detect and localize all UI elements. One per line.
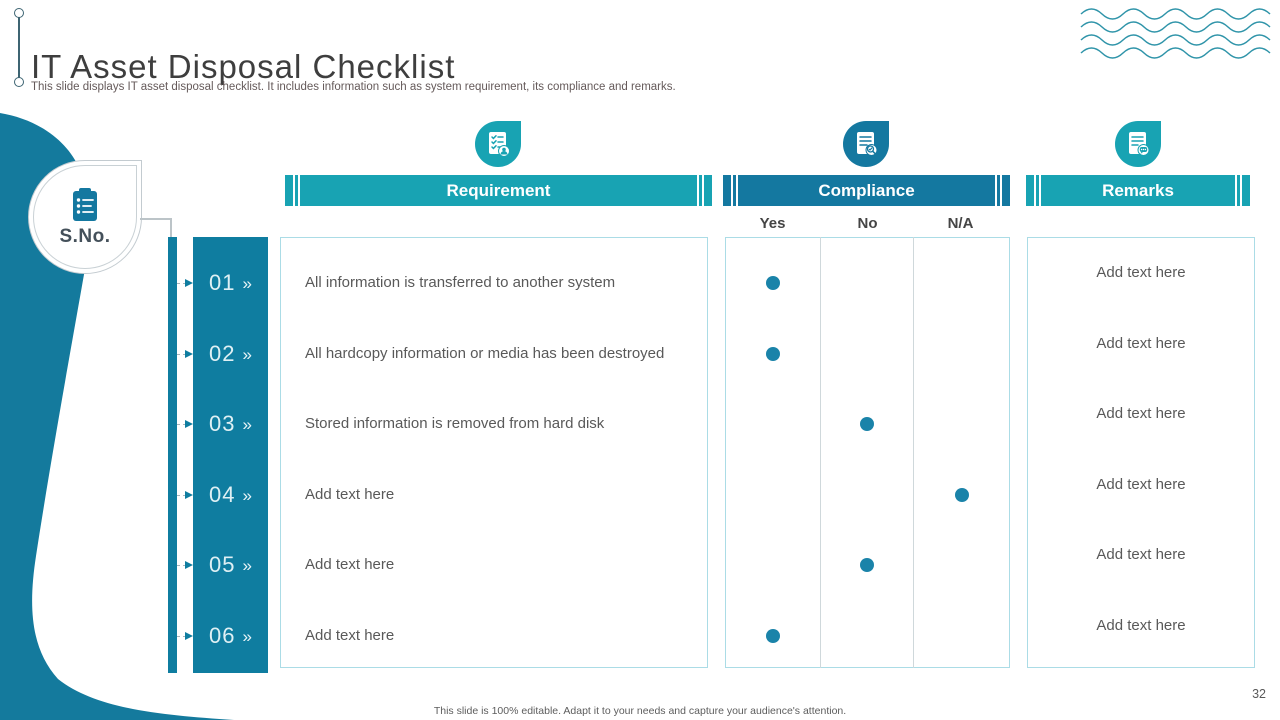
row-number-label: 05 — [209, 552, 236, 577]
row-number: 05 » — [193, 530, 268, 601]
compliance-dot-yes — [765, 276, 780, 290]
remarks-header-label: Remarks — [1102, 180, 1174, 200]
remarks-cell[interactable]: Add text here — [1096, 475, 1186, 493]
compliance-option-na: N/A — [947, 215, 974, 232]
accent-dot-top — [14, 8, 24, 18]
remarks-box — [1027, 237, 1255, 668]
remarks-header-icon-badge — [1115, 121, 1161, 167]
row-arrow-icon — [177, 420, 193, 429]
row-number-label: 06 — [209, 622, 236, 648]
clipboard-checklist-icon — [73, 187, 97, 221]
compliance-dot-no — [859, 558, 874, 572]
requirement-column-header: Requirement — [285, 175, 712, 206]
number-column-side-bar — [168, 237, 177, 673]
remarks-cell[interactable]: Add text here — [1096, 334, 1186, 352]
row-number-label: 03 — [209, 411, 236, 436]
double-chevron-icon: » — [242, 274, 252, 293]
row-arrow-icon — [177, 490, 193, 500]
row-arrow-icon — [177, 349, 193, 359]
wave-lines-icon — [1080, 8, 1271, 59]
double-chevron-icon: » — [242, 344, 252, 364]
accent-dot-bottom — [14, 77, 24, 87]
sno-label: S.No. — [59, 225, 111, 247]
requirement-header-icon-badge — [475, 121, 521, 167]
row-arrow-icon — [177, 279, 193, 288]
connector-line-horizontal — [140, 218, 171, 220]
compliance-column-header: Compliance — [723, 175, 1010, 206]
sno-badge: S.No. — [28, 160, 142, 274]
row-number-label: 01 — [209, 270, 236, 295]
requirement-cell: All information is transferred to anothe… — [305, 274, 616, 291]
double-chevron-icon: » — [242, 485, 252, 505]
row-number-label: 02 — [209, 340, 236, 366]
page-number: 32 — [1252, 687, 1266, 701]
requirement-cell: All hardcopy information or media has be… — [305, 344, 665, 362]
remarks-cell[interactable]: Add text here — [1096, 264, 1186, 281]
compliance-column-divider — [913, 237, 914, 668]
compliance-header-icon-badge — [843, 121, 889, 167]
document-speech-bubble-icon — [1128, 132, 1149, 156]
compliance-box — [725, 237, 1010, 668]
row-number-label: 04 — [209, 481, 236, 507]
number-column-block — [193, 237, 268, 673]
connector-line-vertical — [170, 218, 172, 238]
compliance-column-divider — [820, 237, 821, 668]
compliance-dot-yes — [765, 628, 780, 643]
row-arrow-icon — [177, 561, 193, 570]
double-chevron-icon: » — [242, 556, 252, 575]
row-number: 01 » — [193, 248, 268, 319]
remarks-cell[interactable]: Add text here — [1096, 546, 1186, 563]
compliance-option-yes: Yes — [759, 215, 786, 232]
requirement-cell[interactable]: Add text here — [305, 485, 395, 503]
compliance-dot-yes — [765, 346, 780, 361]
remarks-cell[interactable]: Add text here — [1096, 616, 1186, 634]
compliance-header-label: Compliance — [818, 180, 915, 200]
row-number: 06 » — [193, 600, 268, 671]
compliance-dot-no — [859, 417, 874, 431]
requirement-cell: Stored information is removed from hard … — [305, 415, 605, 432]
document-checklist-person-icon — [488, 132, 510, 157]
document-magnifier-check-icon — [856, 132, 877, 156]
footer-note: This slide is 100% editable. Adapt it to… — [433, 705, 847, 717]
page-subtitle: This slide displays IT asset disposal ch… — [31, 81, 676, 93]
requirement-box — [280, 237, 708, 668]
requirement-cell[interactable]: Add text here — [305, 556, 395, 573]
double-chevron-icon: » — [242, 415, 252, 434]
row-number: 04 » — [193, 459, 268, 530]
compliance-dot-n/a — [954, 487, 969, 502]
title-accent-line — [18, 15, 20, 79]
double-chevron-icon: » — [242, 626, 252, 646]
page-title: IT Asset Disposal Checklist — [31, 48, 456, 86]
row-number: 03 » — [193, 389, 268, 460]
row-number: 02 » — [193, 318, 268, 389]
requirement-cell[interactable]: Add text here — [305, 626, 395, 644]
requirement-header-label: Requirement — [446, 180, 551, 200]
row-arrow-icon — [177, 631, 193, 641]
remarks-cell[interactable]: Add text here — [1096, 405, 1186, 422]
sno-badge-inner-ring: S.No. — [33, 165, 137, 269]
remarks-column-header: Remarks — [1026, 175, 1250, 206]
compliance-option-no: No — [857, 215, 878, 232]
